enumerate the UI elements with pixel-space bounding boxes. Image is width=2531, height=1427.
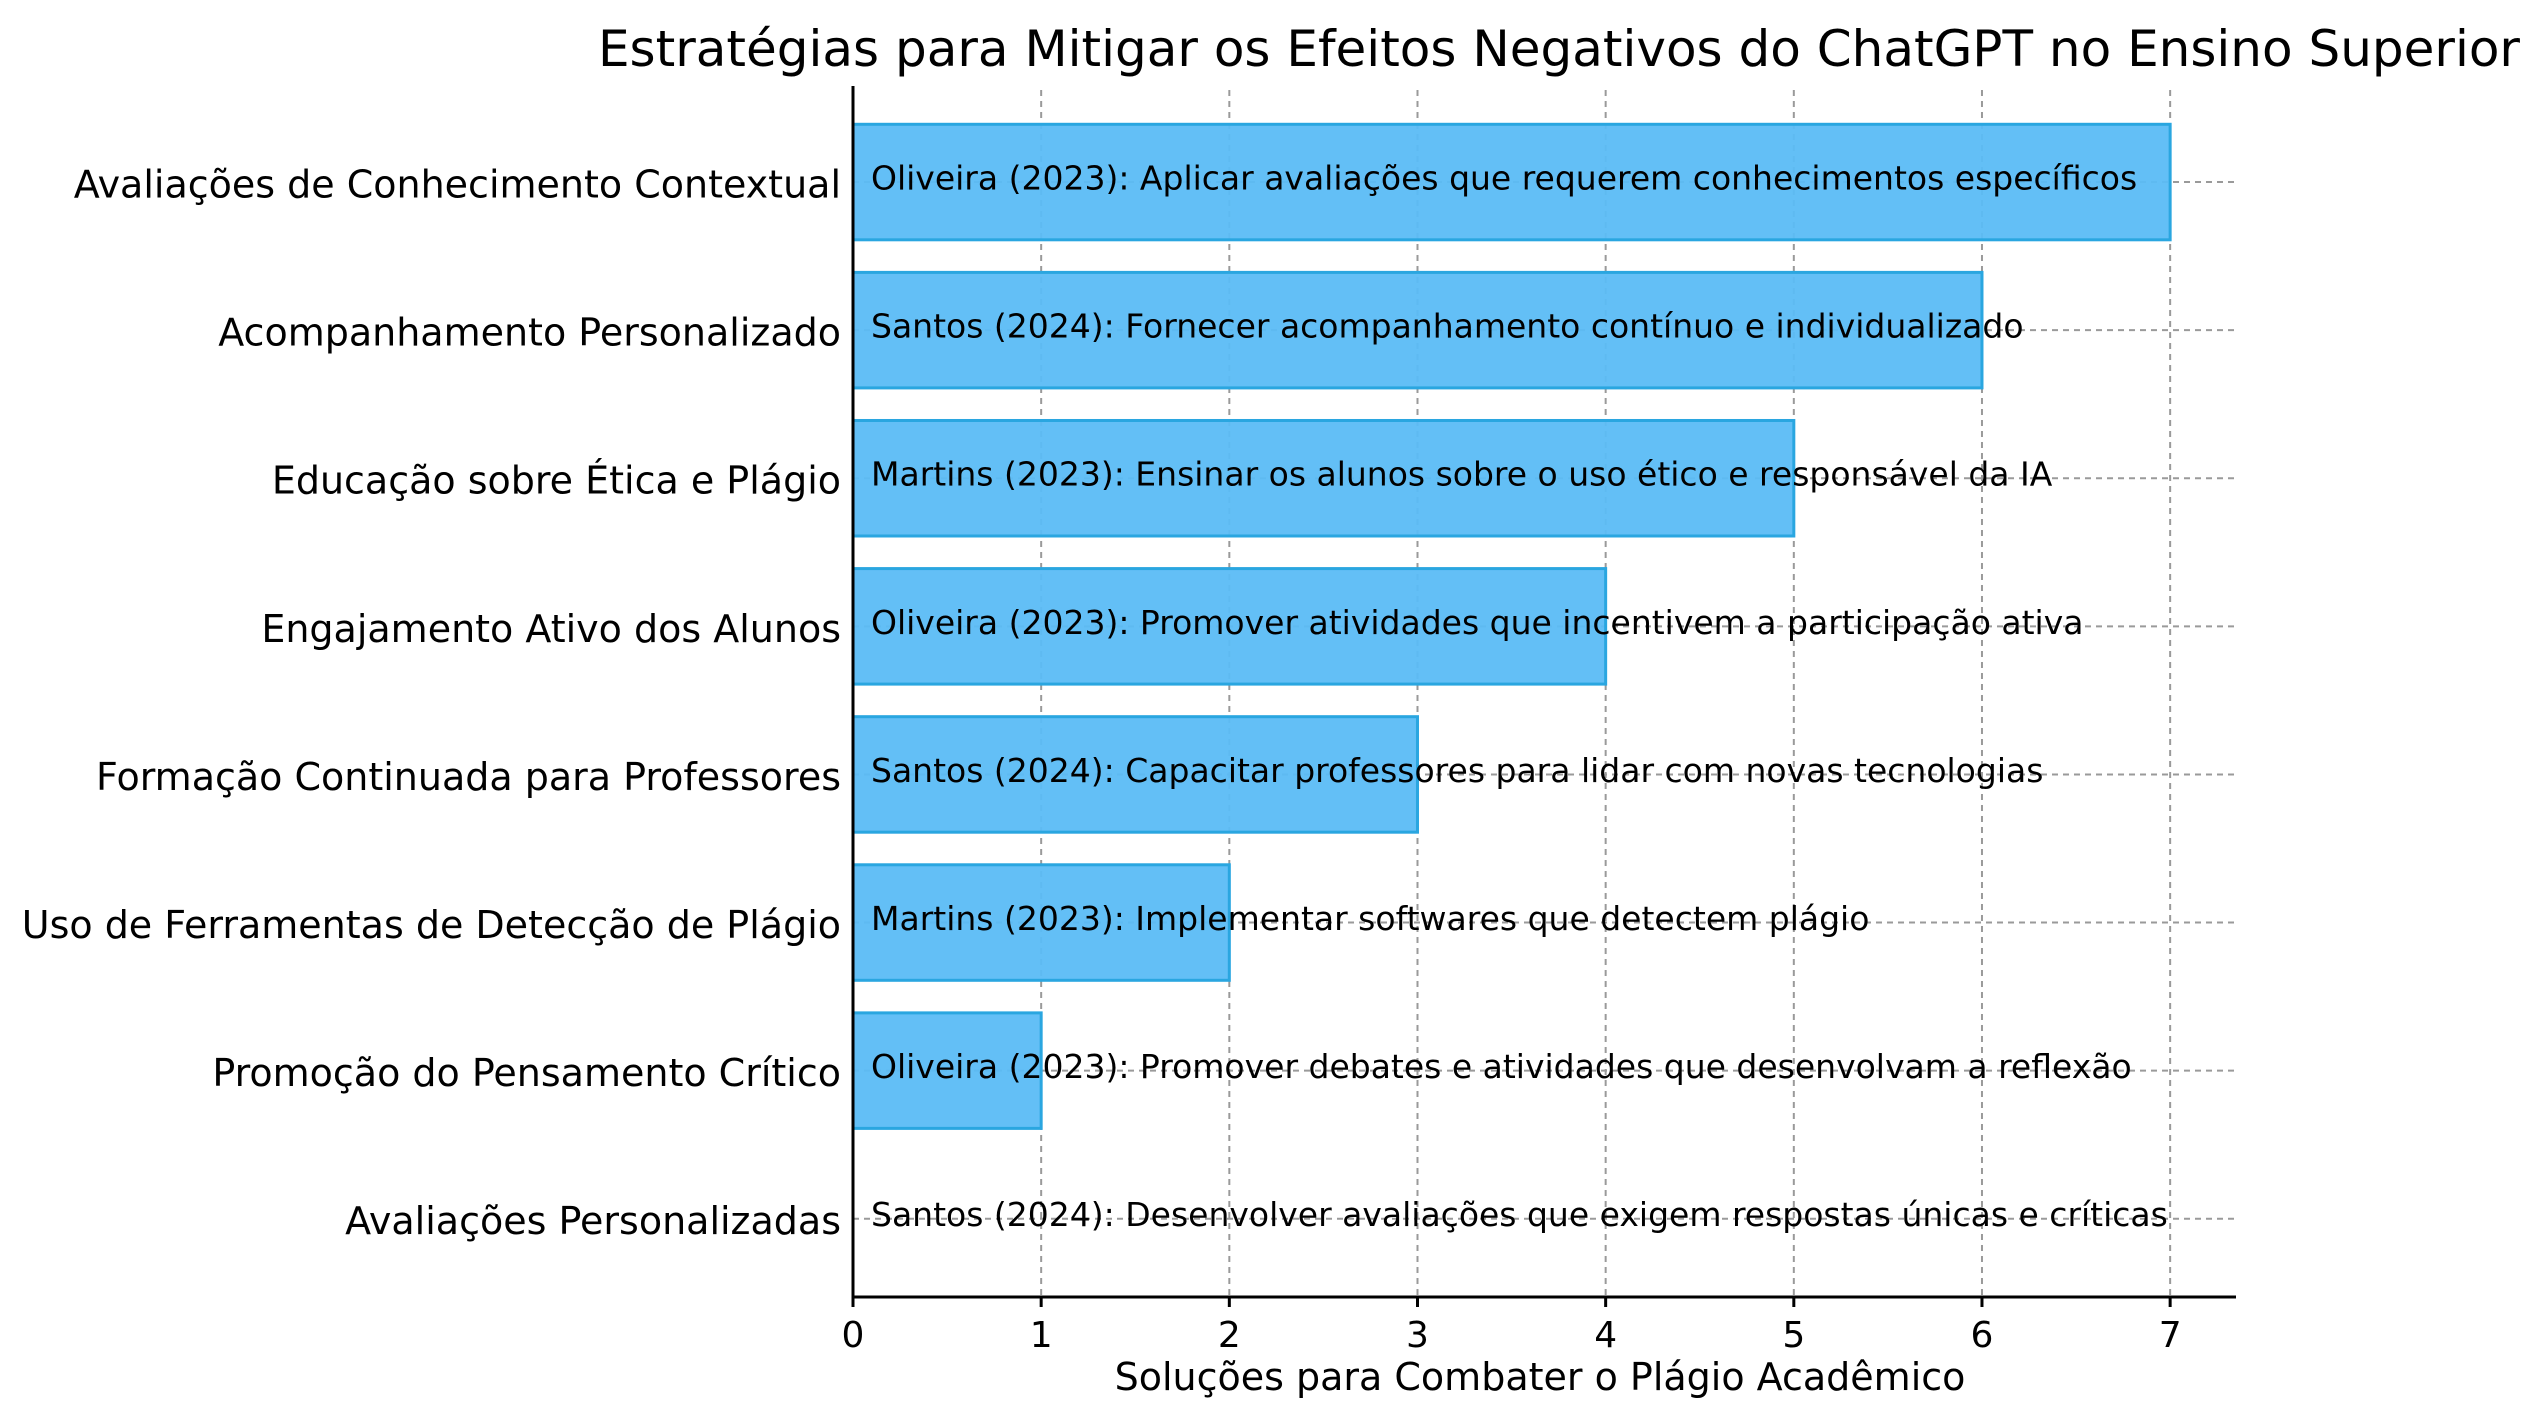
category-label-0: Avaliações de Conhecimento Contextual — [74, 163, 841, 207]
chart-title: Estratégias para Mitigar os Efeitos Nega… — [598, 20, 2520, 78]
x-tick-label-6: 6 — [1971, 1315, 1994, 1356]
category-label-1: Acompanhamento Personalizado — [218, 311, 841, 355]
category-label-5: Uso de Ferramentas de Detecção de Plágio — [22, 903, 841, 947]
bar-annotation-3: Oliveira (2023): Promover atividades que… — [871, 603, 2083, 642]
bar-2 — [851, 418, 1796, 538]
bar-4 — [851, 715, 1419, 834]
bar-annotation-0: Oliveira (2023): Aplicar avaliações que … — [871, 159, 2137, 198]
x-axis-title: Soluções para Combater o Plágio Acadêmic… — [1115, 1355, 1966, 1399]
x-tick-labels: 0 1 2 3 4 5 6 7 — [842, 1315, 2182, 1356]
bar-annotation-5: Martins (2023): Implementar softwares qu… — [871, 899, 1869, 938]
x-tick-label-7: 7 — [2159, 1315, 2182, 1356]
x-tick-label-4: 4 — [1594, 1315, 1617, 1356]
bar-0 — [851, 122, 2172, 242]
x-tick-label-5: 5 — [1782, 1315, 1805, 1356]
x-tick-label-2: 2 — [1218, 1315, 1241, 1356]
bar-annotation-1: Santos (2024): Fornecer acompanhamento c… — [871, 307, 2024, 346]
x-tick-label-1: 1 — [1030, 1315, 1053, 1356]
x-tick-label-0: 0 — [842, 1315, 865, 1356]
category-label-2: Educação sobre Ética e Plágio — [272, 459, 841, 503]
category-labels: Avaliações de Conhecimento Contextual Aco… — [22, 163, 841, 1244]
bar-annotation-6: Oliveira (2023): Promover debates e ativ… — [871, 1047, 2132, 1086]
category-label-6: Promoção do Pensamento Crítico — [212, 1051, 841, 1095]
bar-1 — [851, 270, 1984, 390]
bars — [851, 122, 2172, 1130]
bar-annotation-7: Santos (2024): Desenvolver avaliações qu… — [871, 1195, 2168, 1234]
category-label-3: Engajamento Ativo dos Alunos — [261, 607, 841, 651]
bar-3 — [851, 567, 1608, 686]
axes — [851, 86, 2236, 1307]
bar-annotations: Oliveira (2023): Aplicar avaliações que … — [871, 159, 2168, 1235]
bar-5 — [851, 863, 1231, 982]
category-label-4: Formação Continuada para Professores — [96, 755, 841, 799]
x-tick-label-3: 3 — [1406, 1315, 1429, 1356]
bar-6 — [851, 1011, 1043, 1130]
bar-annotation-2: Martins (2023): Ensinar os alunos sobre … — [871, 455, 2053, 494]
bar-annotation-4: Santos (2024): Capacitar professores par… — [871, 751, 2043, 790]
category-label-7: Avaliações Personalizadas — [345, 1199, 841, 1243]
